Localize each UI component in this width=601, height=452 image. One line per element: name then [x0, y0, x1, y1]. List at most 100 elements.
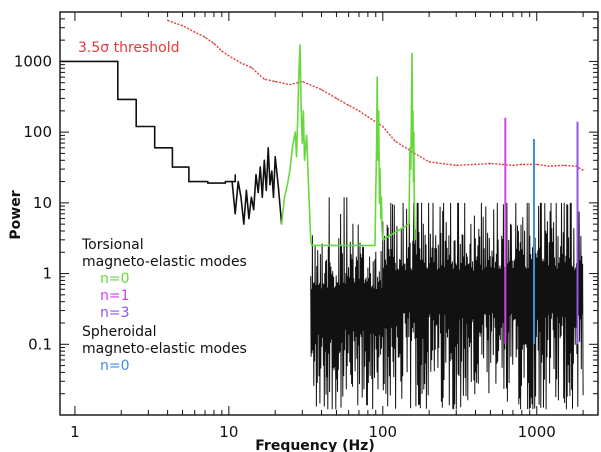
x-tick-label: 100 — [368, 423, 397, 441]
series-3-n-0-torsional-point — [295, 156, 298, 158]
series-3-n-0-torsional-point — [297, 119, 299, 121]
series-2-power-spectrum-10-25-hz-point — [267, 147, 269, 149]
y-axis-label: Power — [8, 190, 24, 239]
x-tick-label: 1 — [70, 423, 80, 441]
series-3-n-0-torsional-point — [380, 217, 382, 220]
series-3-n-0-torsional-point — [411, 52, 413, 55]
series-1-power-spectrum-low-frequency-point — [234, 174, 236, 176]
series-3-n-0-torsional-point — [311, 244, 313, 246]
y-tick-label: 0.1 — [28, 335, 52, 353]
series-3-n-0-torsional-point — [301, 142, 303, 144]
series-0-3-5-threshold-point — [428, 161, 430, 163]
series-2-power-spectrum-10-25-hz-point — [253, 209, 255, 211]
series-2-power-spectrum-10-25-hz-point — [234, 213, 236, 215]
series-0-3-5-threshold-point — [563, 164, 565, 166]
series-1-power-spectrum-low-frequency-point — [207, 182, 209, 184]
series-0-3-5-threshold-point — [536, 163, 538, 165]
series-3-n-0-torsional-point — [379, 168, 381, 170]
x-tick-label: 10 — [219, 423, 238, 441]
series-3-n-0-torsional-point — [378, 202, 380, 204]
series-3-n-0-torsional-point — [289, 168, 291, 170]
series-3-n-0-torsional-point — [382, 239, 384, 241]
legend-torsional-n0: n=0 — [100, 271, 130, 287]
series-0-3-5-threshold-point — [274, 80, 276, 83]
series-3-n-0-torsional-point — [414, 217, 416, 220]
series-1-power-spectrum-low-frequency-point — [117, 98, 119, 100]
series-2-power-spectrum-10-25-hz-point — [237, 181, 239, 183]
series-3-n-0-torsional-point — [286, 184, 288, 186]
series-0-3-5-threshold-point — [512, 164, 514, 166]
series-3-n-0-torsional-point — [381, 230, 383, 232]
series-0-3-5-threshold-point — [358, 110, 360, 112]
y-tick-label: 1 — [42, 265, 52, 283]
series-3-n-0-torsional-point — [374, 244, 376, 246]
legend: Torsional magneto-elastic modes n=0 n=1 … — [81, 237, 247, 374]
series-2-power-spectrum-10-25-hz-point — [274, 156, 276, 158]
series-0-3-5-threshold-point — [489, 162, 491, 165]
series-2-power-spectrum-10-25-hz-point — [277, 187, 280, 189]
series-3-n-0-torsional-point — [310, 239, 312, 241]
series-2-power-spectrum-10-25-hz-point — [245, 189, 247, 191]
series-0-3-5-threshold-point — [521, 163, 523, 165]
series-3-n-0-torsional-point — [299, 44, 301, 46]
series-0-3-5-threshold-point — [348, 104, 350, 106]
x-axis: 1 10 100 1000 — [70, 12, 584, 441]
series-3-n-0-torsional-point — [281, 223, 283, 225]
series-3-n-0-torsional-point — [413, 189, 415, 191]
series-2-power-spectrum-10-25-hz-point — [265, 189, 267, 191]
series-3-n-0-torsional-point — [414, 239, 416, 241]
legend-spheroidal-title-line2: magneto-elastic modes — [82, 341, 247, 357]
series-0-3-5-threshold-point — [263, 78, 265, 80]
series-0-3-5-threshold-point — [167, 19, 169, 21]
y-tick-label: 1000 — [14, 52, 52, 70]
series-2-power-spectrum-10-25-hz-point — [248, 217, 250, 220]
series-0-3-5-threshold-point — [474, 163, 477, 165]
legend-torsional-title-line1: Torsional — [81, 237, 144, 253]
series-2-power-spectrum-10-25-hz-point — [272, 196, 275, 198]
series-0-3-5-threshold-point — [367, 116, 369, 118]
x-axis-label: Frequency (Hz) — [255, 438, 374, 452]
series-3-n-0-torsional-point — [294, 131, 296, 133]
series-3-n-0-torsional-point — [409, 147, 411, 149]
series-0-3-5-threshold-point — [575, 165, 577, 167]
series-3-n-0-torsional-point — [375, 189, 377, 191]
threshold-annotation: 3.5σ threshold — [78, 40, 180, 56]
series-0-3-5-threshold-point — [301, 80, 303, 83]
series-3-n-0-torsional-point — [410, 168, 412, 170]
plot-area — [59, 19, 584, 410]
series-2-power-spectrum-10-25-hz-point — [250, 196, 252, 198]
y-tick-label: 10 — [33, 194, 52, 212]
series-0-3-5-threshold-point — [320, 89, 323, 91]
series-3-n-0-torsional-point — [376, 76, 378, 78]
series-2-power-spectrum-10-25-hz-point — [257, 191, 259, 194]
series-0-3-5-threshold-point — [221, 50, 223, 52]
series-3-n-0-torsional-point — [283, 196, 286, 198]
series-1-power-spectrum-low-frequency-point — [154, 147, 156, 149]
series-3-n-0-torsional-point — [380, 196, 382, 198]
series-0-3-5-threshold-point — [548, 165, 550, 167]
series-3-n-0-torsional-point — [413, 131, 415, 133]
y-axis: 0.1 1 10 100 1000 — [14, 11, 598, 416]
series-3-n-0-torsional-point — [412, 181, 414, 183]
series-0-3-5-threshold-point — [394, 140, 396, 142]
series-3-n-0-torsional-point — [298, 71, 300, 73]
series-1-power-spectrum-low-frequency-line — [60, 60, 236, 184]
series-0-3-5-threshold-point — [455, 164, 457, 166]
series-3-n-0-torsional-point — [303, 159, 306, 161]
series-3-n-0-torsional-point — [411, 147, 414, 149]
series-1-power-spectrum-low-frequency-point — [171, 166, 173, 168]
series-3-n-0-torsional-point — [300, 110, 302, 112]
noise-spectrum-line — [310, 197, 584, 410]
series-3-n-0-torsional-point — [412, 110, 414, 112]
legend-spheroidal-n0: n=0 — [100, 358, 130, 374]
series-2-power-spectrum-10-25-hz-point — [263, 159, 265, 161]
series-1-power-spectrum-low-frequency-point — [99, 60, 101, 63]
series-2-power-spectrum-10-25-hz-line — [231, 147, 283, 225]
series-3-n-0-torsional-point — [306, 134, 308, 136]
legend-spheroidal-title-line1: Spheroidal — [82, 324, 157, 340]
series-3-n-0-torsional-point — [302, 110, 304, 112]
series-2-power-spectrum-10-25-hz-point — [269, 184, 271, 186]
series-3-n-0-torsional-point — [308, 189, 310, 191]
series-1-power-spectrum-low-frequency-point — [135, 125, 137, 128]
series-0-3-5-threshold-point — [335, 97, 338, 99]
